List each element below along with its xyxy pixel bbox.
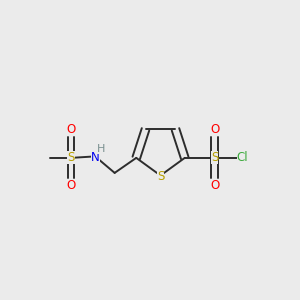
Text: O: O <box>210 179 219 192</box>
Text: O: O <box>67 179 76 192</box>
Text: O: O <box>210 124 219 136</box>
Text: N: N <box>92 151 100 164</box>
Text: O: O <box>67 124 76 136</box>
Text: H: H <box>97 144 105 154</box>
Text: Cl: Cl <box>237 152 248 164</box>
Text: S: S <box>211 152 218 164</box>
Text: S: S <box>68 152 75 164</box>
Text: S: S <box>157 170 164 183</box>
